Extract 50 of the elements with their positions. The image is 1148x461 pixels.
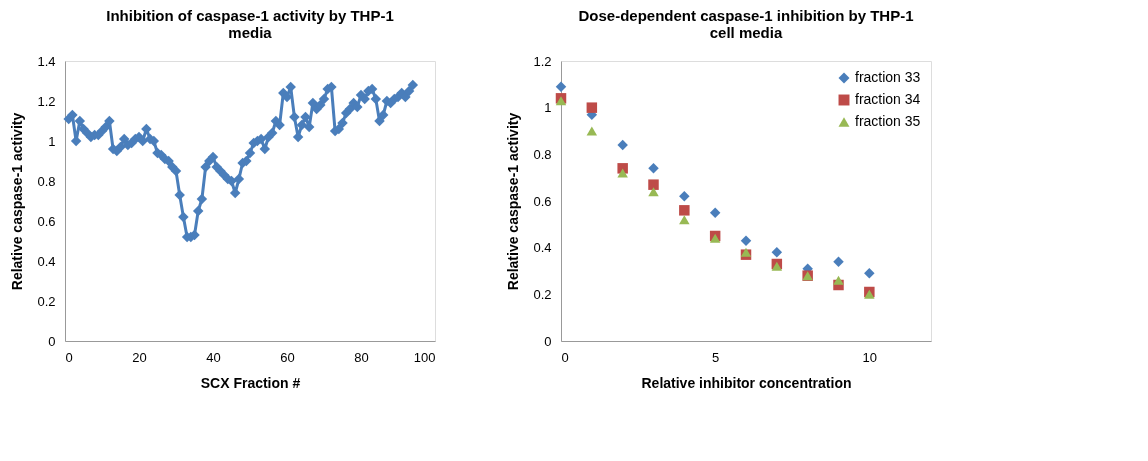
point bbox=[648, 163, 659, 174]
x-axis-title: SCX Fraction # bbox=[200, 374, 301, 391]
point bbox=[617, 139, 628, 151]
point bbox=[833, 256, 844, 267]
point bbox=[771, 247, 783, 258]
x-tick-label: 10 bbox=[862, 349, 878, 365]
y-tick-label: 0.8 bbox=[37, 173, 56, 189]
legend-label: fraction 34 bbox=[855, 91, 921, 107]
y-tick-label: 0.4 bbox=[37, 253, 56, 269]
legend-label: fraction 33 bbox=[855, 69, 921, 85]
y-tick-label: 0.6 bbox=[37, 213, 56, 229]
y-tick-label: 1.2 bbox=[533, 53, 552, 69]
y-tick-label: 0 bbox=[48, 333, 56, 349]
x-axis-title: Relative inhibitor concentration bbox=[641, 374, 852, 391]
x-tick-label: 5 bbox=[712, 349, 720, 365]
x-tick-label: 80 bbox=[354, 349, 369, 365]
x-tick-label: 0 bbox=[65, 349, 73, 365]
y-tick-label: 0.2 bbox=[37, 293, 56, 309]
y-axis-title: Relative caspase-1 activity bbox=[505, 112, 522, 291]
x-tick-label: 20 bbox=[132, 349, 147, 365]
point bbox=[709, 207, 721, 218]
point bbox=[555, 81, 567, 92]
y-tick-label: 0.2 bbox=[533, 286, 552, 302]
y-tick-label: 1.2 bbox=[37, 93, 56, 109]
y-tick-label: 0.8 bbox=[533, 146, 552, 162]
y-tick-label: 0 bbox=[544, 333, 552, 349]
point bbox=[833, 275, 844, 285]
point bbox=[679, 191, 690, 202]
point bbox=[617, 168, 628, 178]
point bbox=[740, 235, 752, 246]
point bbox=[586, 102, 598, 113]
chart-title: Inhibition of caspase-1 activity by THP-1 media bbox=[106, 7, 394, 41]
point bbox=[648, 187, 659, 197]
point bbox=[864, 268, 875, 279]
y-tick-label: 0.4 bbox=[533, 240, 552, 256]
y-tick-label: 1.4 bbox=[37, 53, 56, 69]
x-tick-label: 0 bbox=[561, 349, 569, 365]
point bbox=[648, 179, 659, 190]
legend-label: fraction 35 bbox=[855, 113, 921, 129]
y-tick-label: 1 bbox=[544, 100, 552, 116]
y-tick-label: 0.6 bbox=[533, 193, 552, 209]
y-tick-label: 1 bbox=[48, 133, 56, 149]
x-tick-label: 100 bbox=[413, 349, 436, 365]
point bbox=[679, 205, 690, 216]
chart-title: Dose-dependent caspase-1 inhibition by THP-1 cell media bbox=[578, 7, 914, 41]
x-tick-label: 40 bbox=[206, 349, 221, 365]
x-tick-label: 60 bbox=[280, 349, 295, 365]
point bbox=[679, 215, 690, 225]
point bbox=[586, 126, 598, 136]
y-axis-title: Relative caspase-1 activity bbox=[9, 112, 26, 291]
